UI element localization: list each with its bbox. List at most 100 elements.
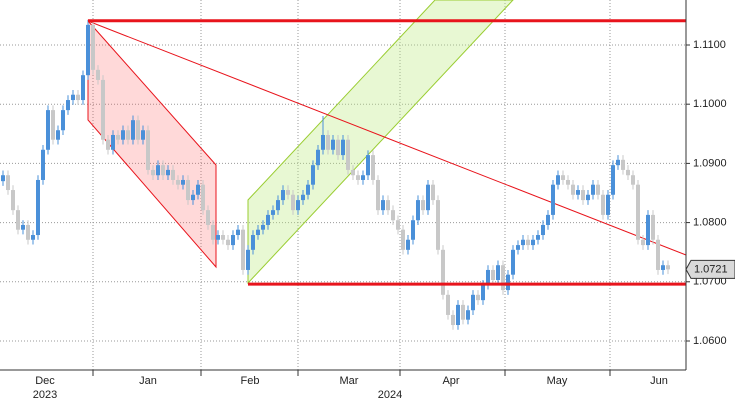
- candle-body: [241, 229, 245, 270]
- candle-body: [611, 165, 615, 195]
- candle-body: [626, 169, 630, 176]
- candle-body: [451, 314, 455, 326]
- candle-body: [506, 274, 510, 291]
- candle-body: [431, 184, 435, 201]
- candle-body: [601, 194, 605, 215]
- candle-body: [571, 184, 575, 195]
- candle-body: [416, 200, 420, 221]
- candle-body: [441, 249, 445, 295]
- candle-body: [171, 169, 175, 180]
- candle-body: [426, 184, 430, 211]
- candle-body: [221, 235, 225, 240]
- candle-body: [566, 179, 570, 185]
- candle-body: [616, 159, 620, 166]
- candle-body: [216, 235, 220, 240]
- candle-body: [41, 149, 45, 180]
- candle-body: [536, 235, 540, 240]
- candle-body: [201, 184, 205, 211]
- candle-body: [106, 139, 110, 150]
- candle-body: [121, 130, 125, 140]
- candle-body: [541, 224, 545, 236]
- candle-body: [196, 184, 200, 195]
- levels: [88, 19, 686, 286]
- candle-body: [471, 294, 475, 311]
- candle-body: [411, 220, 415, 240]
- candle-body: [296, 200, 300, 211]
- candle-body: [111, 134, 115, 150]
- candle-body: [91, 24, 95, 70]
- year-label: 2024: [378, 389, 402, 400]
- candle-body: [81, 75, 85, 101]
- candle-body: [606, 194, 610, 215]
- candle-body: [211, 224, 215, 240]
- candle-body: [496, 265, 500, 281]
- candle-body: [6, 175, 10, 191]
- candles: [1, 20, 670, 330]
- candle-body: [481, 284, 485, 301]
- candle-body: [311, 165, 315, 185]
- candle-body: [521, 239, 525, 246]
- candle-body: [306, 184, 310, 195]
- candle-body: [386, 200, 390, 211]
- candle-body: [186, 179, 190, 201]
- candle-body: [556, 175, 560, 185]
- candle-body: [361, 175, 365, 180]
- candle-body: [461, 304, 465, 320]
- candle-body: [1, 175, 5, 182]
- candle-body: [301, 194, 305, 201]
- candle-body: [276, 200, 280, 211]
- candle-body: [551, 184, 555, 215]
- candle-body: [366, 155, 370, 176]
- candle-body: [456, 304, 460, 326]
- candle-body: [286, 190, 290, 195]
- candle-body: [396, 220, 400, 230]
- candle-body: [666, 265, 670, 270]
- y-tick-label: 1.0600: [693, 335, 727, 347]
- candle-body: [206, 210, 210, 225]
- x-tick-label: Feb: [241, 375, 260, 387]
- falling-channel: [87, 19, 217, 269]
- candle-body: [76, 94, 80, 101]
- x-tick-label: Mar: [340, 375, 359, 387]
- candle-body: [131, 120, 135, 140]
- candle-body: [646, 214, 650, 246]
- candle-body: [486, 269, 490, 285]
- candle-body: [116, 134, 120, 140]
- candle-body: [251, 235, 255, 250]
- candle-body: [126, 130, 130, 140]
- x-tick-label: Dec: [35, 375, 55, 387]
- candle-body: [181, 179, 185, 185]
- candle-body: [71, 94, 75, 101]
- candle-body: [226, 239, 230, 246]
- rising-channel: [247, 0, 514, 285]
- candle-body: [561, 175, 565, 180]
- candle-body: [636, 184, 640, 240]
- last-price-box: [685, 259, 735, 279]
- trendline: [87, 20, 687, 256]
- x-tick-label: Jan: [139, 375, 157, 387]
- candle-body: [631, 175, 635, 185]
- y-tick-label: 1.0900: [693, 157, 727, 169]
- candle-body: [421, 200, 425, 211]
- x-tick-label: Jun: [650, 375, 668, 387]
- candle-body: [26, 224, 30, 240]
- candle-body: [376, 179, 380, 211]
- candle-body: [271, 210, 275, 215]
- candle-body: [46, 110, 50, 150]
- candle-body: [516, 245, 520, 250]
- candle-body: [176, 179, 180, 185]
- candle-body: [531, 239, 535, 246]
- candle-body: [86, 24, 90, 76]
- candle-body: [501, 265, 505, 291]
- candle-body: [621, 159, 625, 170]
- candle-body: [371, 155, 375, 180]
- candle-body: [161, 165, 165, 176]
- candle-body: [576, 190, 580, 195]
- x-tick-label: Apr: [442, 375, 459, 387]
- candle-body: [31, 235, 35, 240]
- candle-body: [136, 120, 140, 140]
- candle-body: [141, 130, 145, 140]
- candle-body: [491, 269, 495, 281]
- candle-body: [336, 139, 340, 156]
- candle-body: [526, 239, 530, 246]
